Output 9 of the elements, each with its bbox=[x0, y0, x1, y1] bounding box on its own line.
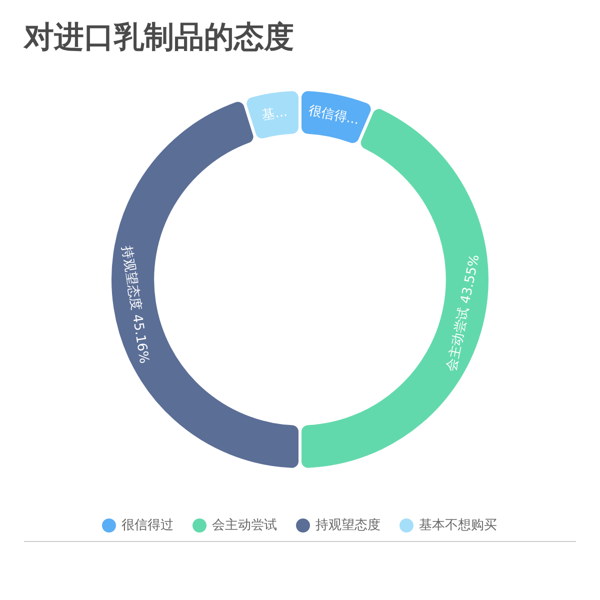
legend-label: 持观望态度 bbox=[316, 516, 380, 533]
legend-label: 基本不想购买 bbox=[419, 518, 497, 533]
data-label: 很信得... bbox=[306, 103, 360, 128]
chart-title: 对进口乳制品的态度 bbox=[24, 19, 294, 57]
data-label: 持观望态度 45.16% bbox=[118, 244, 152, 365]
data-label: 基... bbox=[260, 104, 288, 124]
legend-label: 很信得过 bbox=[122, 518, 174, 533]
legend-label: 会主动尝试 bbox=[212, 516, 277, 533]
data-label: 会主动尝试 43.55% bbox=[443, 253, 483, 373]
